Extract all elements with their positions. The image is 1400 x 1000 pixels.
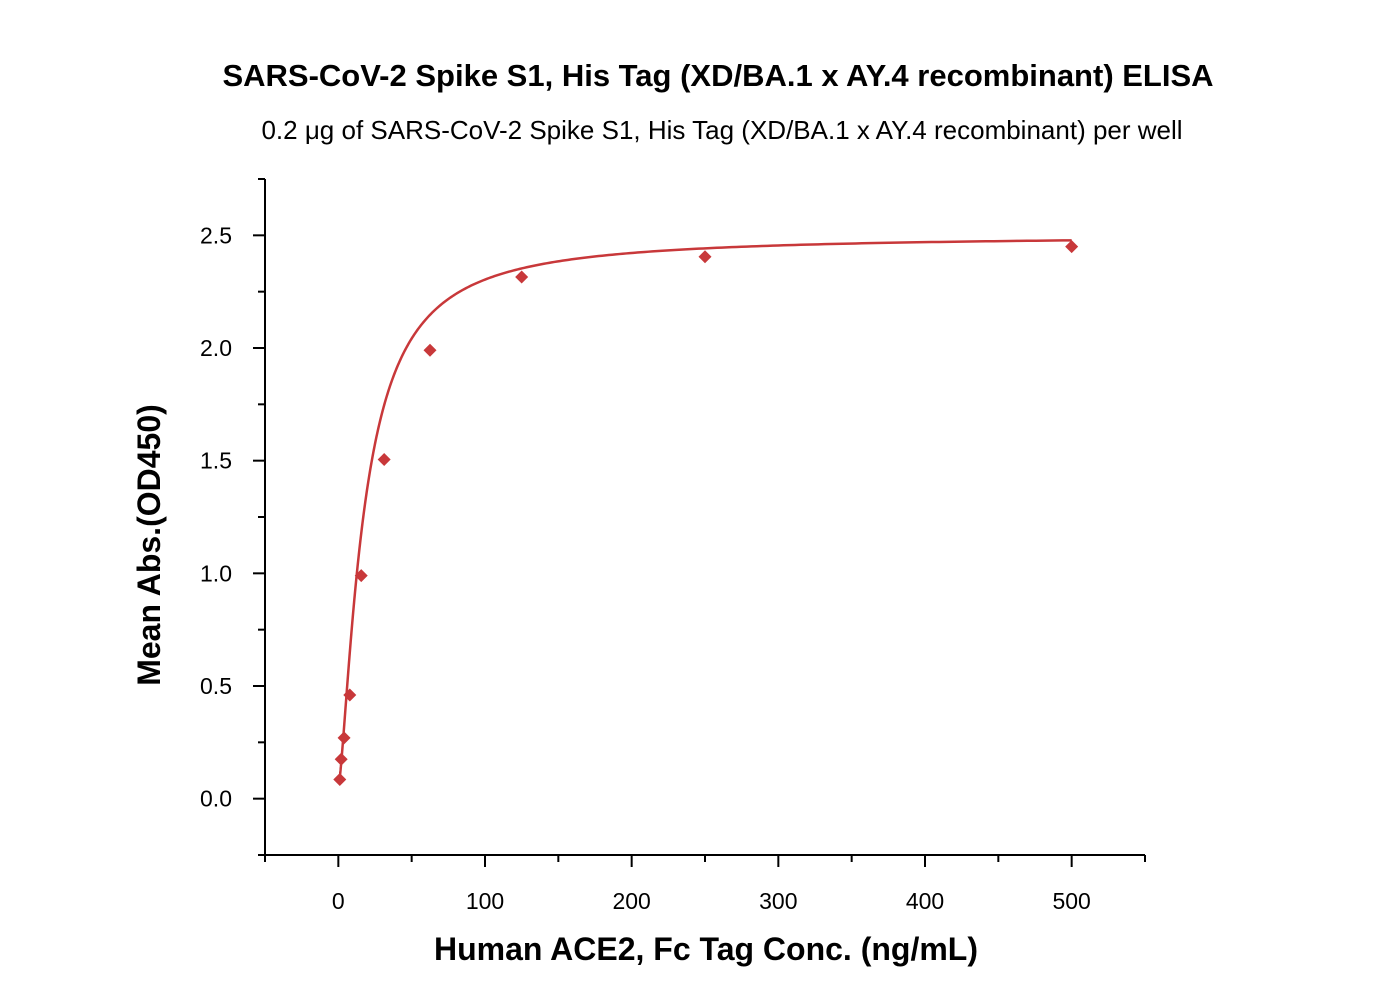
chart-subtitle: 0.2 μg of SARS-CoV-2 Spike S1, His Tag (…: [261, 115, 1182, 145]
x-tick-label: 100: [466, 888, 504, 914]
data-point: [334, 752, 348, 766]
y-tick-label: 1.0: [200, 560, 232, 586]
x-ticks: 0 100 200 300 400 500: [264, 855, 1146, 914]
x-tick-label: 0: [332, 888, 345, 914]
y-ticks: 0.0 0.5 1.0 1.5 2.0 2.5: [200, 178, 265, 856]
y-tick-label: 2.5: [200, 222, 232, 248]
axes: [264, 179, 1145, 856]
x-tick-label: 200: [612, 888, 650, 914]
data-point: [423, 343, 437, 357]
data-point: [333, 773, 347, 787]
x-axis-label: Human ACE2, Fc Tag Conc. (ng/mL): [434, 931, 978, 967]
data-point: [1065, 240, 1079, 254]
data-points: [333, 240, 1079, 787]
x-tick-label: 500: [1052, 888, 1090, 914]
data-point: [337, 731, 351, 745]
y-tick-label: 2.0: [200, 335, 232, 361]
data-point: [515, 270, 529, 284]
data-point: [377, 453, 391, 467]
data-point: [354, 569, 368, 583]
chart-title: SARS-CoV-2 Spike S1, His Tag (XD/BA.1 x …: [222, 58, 1213, 93]
x-tick-label: 400: [906, 888, 944, 914]
y-tick-label: 1.5: [200, 448, 232, 474]
fit-curve: [338, 239, 1072, 778]
data-point: [698, 250, 712, 264]
data-point: [343, 688, 357, 702]
y-axis-label: Mean Abs.(OD450): [131, 404, 167, 686]
x-tick-label: 300: [759, 888, 797, 914]
y-tick-label: 0.5: [200, 673, 232, 699]
y-tick-label: 0.0: [200, 786, 232, 812]
